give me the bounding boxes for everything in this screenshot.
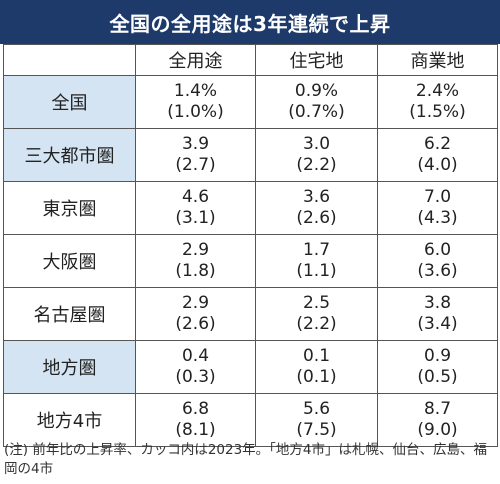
value-previous: (1.8) [175,261,216,281]
value-cell: 1.7 (1.1) [255,234,378,288]
value-previous: (4.0) [417,155,458,175]
value-previous: (3.4) [417,314,458,334]
value-current: 2.9 [181,240,210,260]
value-previous: (2.6) [175,314,216,334]
value-cell: 2.4% (1.5%) [377,75,498,129]
value-current: 0.1 [302,346,331,366]
value-cell: 5.6 (7.5) [255,393,378,447]
corner-cell [3,44,136,76]
value-current: 6.0 [423,240,452,260]
value-current: 1.4% [173,81,218,101]
value-previous: (8.1) [175,420,216,440]
value-previous: (4.3) [417,208,458,228]
value-cell: 6.8 (8.1) [135,393,256,447]
column-header: 全用途 [135,44,256,76]
value-current: 2.5 [302,293,331,313]
value-previous: (0.3) [175,367,216,387]
column-header: 住宅地 [255,44,378,76]
value-cell: 7.0 (4.3) [377,181,498,235]
value-previous: (2.7) [175,155,216,175]
value-current: 3.0 [302,134,331,154]
column-header: 商業地 [377,44,498,76]
table-row: 名古屋圏 2.9 (2.6) 2.5 (2.2) 3.8 (3.4) [3,287,498,341]
value-current: 5.6 [302,399,331,419]
value-previous: (2.2) [296,314,337,334]
value-cell: 3.8 (3.4) [377,287,498,341]
row-header: 地方圏 [3,340,136,394]
value-current: 6.8 [181,399,210,419]
value-cell: 0.1 (0.1) [255,340,378,394]
table-row: 地方圏 0.4 (0.3) 0.1 (0.1) 0.9 (0.5) [3,340,498,394]
value-current: 4.6 [181,187,210,207]
value-cell: 3.6 (2.6) [255,181,378,235]
value-previous: (2.6) [296,208,337,228]
value-cell: 4.6 (3.1) [135,181,256,235]
table-row: 地方4市 6.8 (8.1) 5.6 (7.5) 8.7 (9.0) [3,393,498,447]
value-current: 2.9 [181,293,210,313]
value-current: 3.6 [302,187,331,207]
value-current: 2.4% [415,81,460,101]
value-previous: (0.7%) [288,102,345,122]
value-current: 1.7 [302,240,331,260]
value-current: 3.9 [181,134,210,154]
row-header: 三大都市圏 [3,128,136,182]
value-previous: (7.5) [296,420,337,440]
table-row: 三大都市圏 3.9 (2.7) 3.0 (2.2) 6.2 (4.0) [3,128,498,182]
value-cell: 2.9 (1.8) [135,234,256,288]
value-current: 0.9% [294,81,339,101]
value-cell: 3.0 (2.2) [255,128,378,182]
row-header: 地方4市 [3,393,136,447]
row-header: 全国 [3,75,136,129]
value-cell: 6.2 (4.0) [377,128,498,182]
value-previous: (0.5) [417,367,458,387]
value-previous: (1.5%) [409,102,466,122]
value-current: 0.4 [181,346,210,366]
value-cell: 6.0 (3.6) [377,234,498,288]
value-current: 3.8 [423,293,452,313]
row-header: 東京圏 [3,181,136,235]
value-previous: (3.1) [175,208,216,228]
value-cell: 2.9 (2.6) [135,287,256,341]
table-row: 東京圏 4.6 (3.1) 3.6 (2.6) 7.0 (4.3) [3,181,498,235]
header-row: 全用途 住宅地 商業地 [3,44,498,76]
value-cell: 1.4% (1.0%) [135,75,256,129]
value-previous: (3.6) [417,261,458,281]
value-current: 6.2 [423,134,452,154]
value-cell: 0.4 (0.3) [135,340,256,394]
value-previous: (1.1) [296,261,337,281]
value-current: 7.0 [423,187,452,207]
data-table: 全用途 住宅地 商業地 全国 1.4% (1.0%) 0.9% (0.7%) 2.4… [3,44,498,447]
row-header: 名古屋圏 [3,287,136,341]
value-cell: 8.7 (9.0) [377,393,498,447]
value-current: 8.7 [423,399,452,419]
value-current: 0.9 [423,346,452,366]
value-cell: 2.5 (2.2) [255,287,378,341]
value-previous: (9.0) [417,420,458,440]
value-previous: (2.2) [296,155,337,175]
title: 全国の全用途は3年連続で上昇 [0,0,500,44]
value-previous: (0.1) [296,367,337,387]
footnote: (注) 前年比の上昇率、カッコ内は2023年。「地方4市」は札幌、仙台、広島、福… [4,442,488,477]
value-previous: (1.0%) [167,102,224,122]
value-cell: 0.9 (0.5) [377,340,498,394]
value-cell: 3.9 (2.7) [135,128,256,182]
row-header: 大阪圏 [3,234,136,288]
table-row: 全国 1.4% (1.0%) 0.9% (0.7%) 2.4% (1.5%) [3,75,498,129]
table-row: 大阪圏 2.9 (1.8) 1.7 (1.1) 6.0 (3.6) [3,234,498,288]
value-cell: 0.9% (0.7%) [255,75,378,129]
